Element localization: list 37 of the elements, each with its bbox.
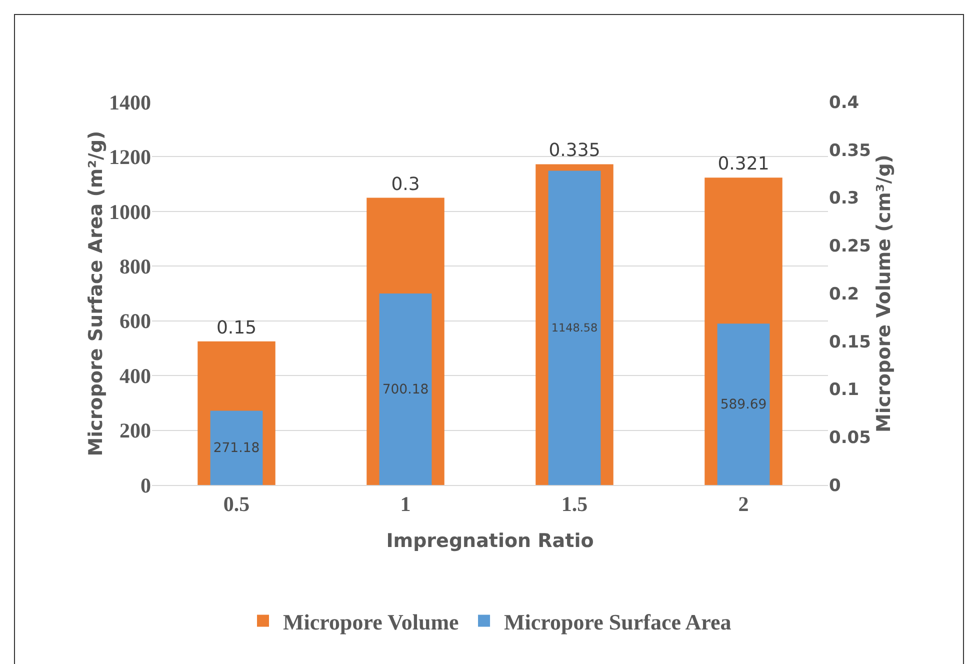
x-tick-label: 1.5 [561, 492, 588, 516]
y2-axis-title: Micropore Volume (cm³/g) [872, 154, 895, 432]
y-tick-label: 1400 [109, 90, 151, 114]
x-tick-label: 1 [400, 492, 411, 516]
data-label: 0.335 [548, 140, 600, 162]
y-tick-label: 800 [120, 254, 151, 278]
y2-tick-label: 0.4 [829, 92, 860, 113]
y-tick-label: 1000 [109, 200, 151, 224]
bar [717, 324, 770, 485]
y-axis-title: Micropore Surface Area (m²/g) [85, 130, 107, 456]
x-tick-label: 2 [738, 492, 749, 516]
y2-tick-label: 0.35 [829, 140, 871, 161]
legend-label: Micropore Volume [283, 609, 460, 634]
data-label: 0.3 [391, 174, 420, 195]
y-tick-label: 400 [120, 364, 151, 388]
y2-tick-label: 0.05 [829, 428, 871, 448]
bar [379, 293, 432, 485]
data-label: 1148.58 [551, 321, 598, 334]
data-label: 589.69 [720, 397, 767, 412]
x-tick-label: 0.5 [223, 492, 250, 516]
y-tick-label: 0 [140, 473, 151, 498]
y-tick-label: 1200 [109, 145, 151, 170]
y2-tick-label: 0 [829, 476, 841, 496]
y2-tick-label: 0.2 [829, 284, 860, 304]
data-label: 271.18 [213, 440, 260, 456]
y2-tick-label: 0.3 [829, 188, 860, 209]
data-label: 0.321 [718, 154, 770, 175]
y2-tick-label: 0.15 [829, 332, 871, 352]
y2-tick-label: 0.1 [829, 380, 860, 400]
data-label: 0.15 [216, 317, 257, 338]
data-label: 700.18 [382, 382, 429, 398]
y-tick-label: 200 [120, 418, 151, 443]
y-tick-label: 600 [120, 309, 151, 334]
x-axis-title: Impregnation Ratio [386, 530, 594, 552]
legend-label: Micropore Surface Area [504, 609, 732, 634]
y2-tick-label: 0.25 [829, 236, 871, 257]
bar [210, 410, 263, 485]
